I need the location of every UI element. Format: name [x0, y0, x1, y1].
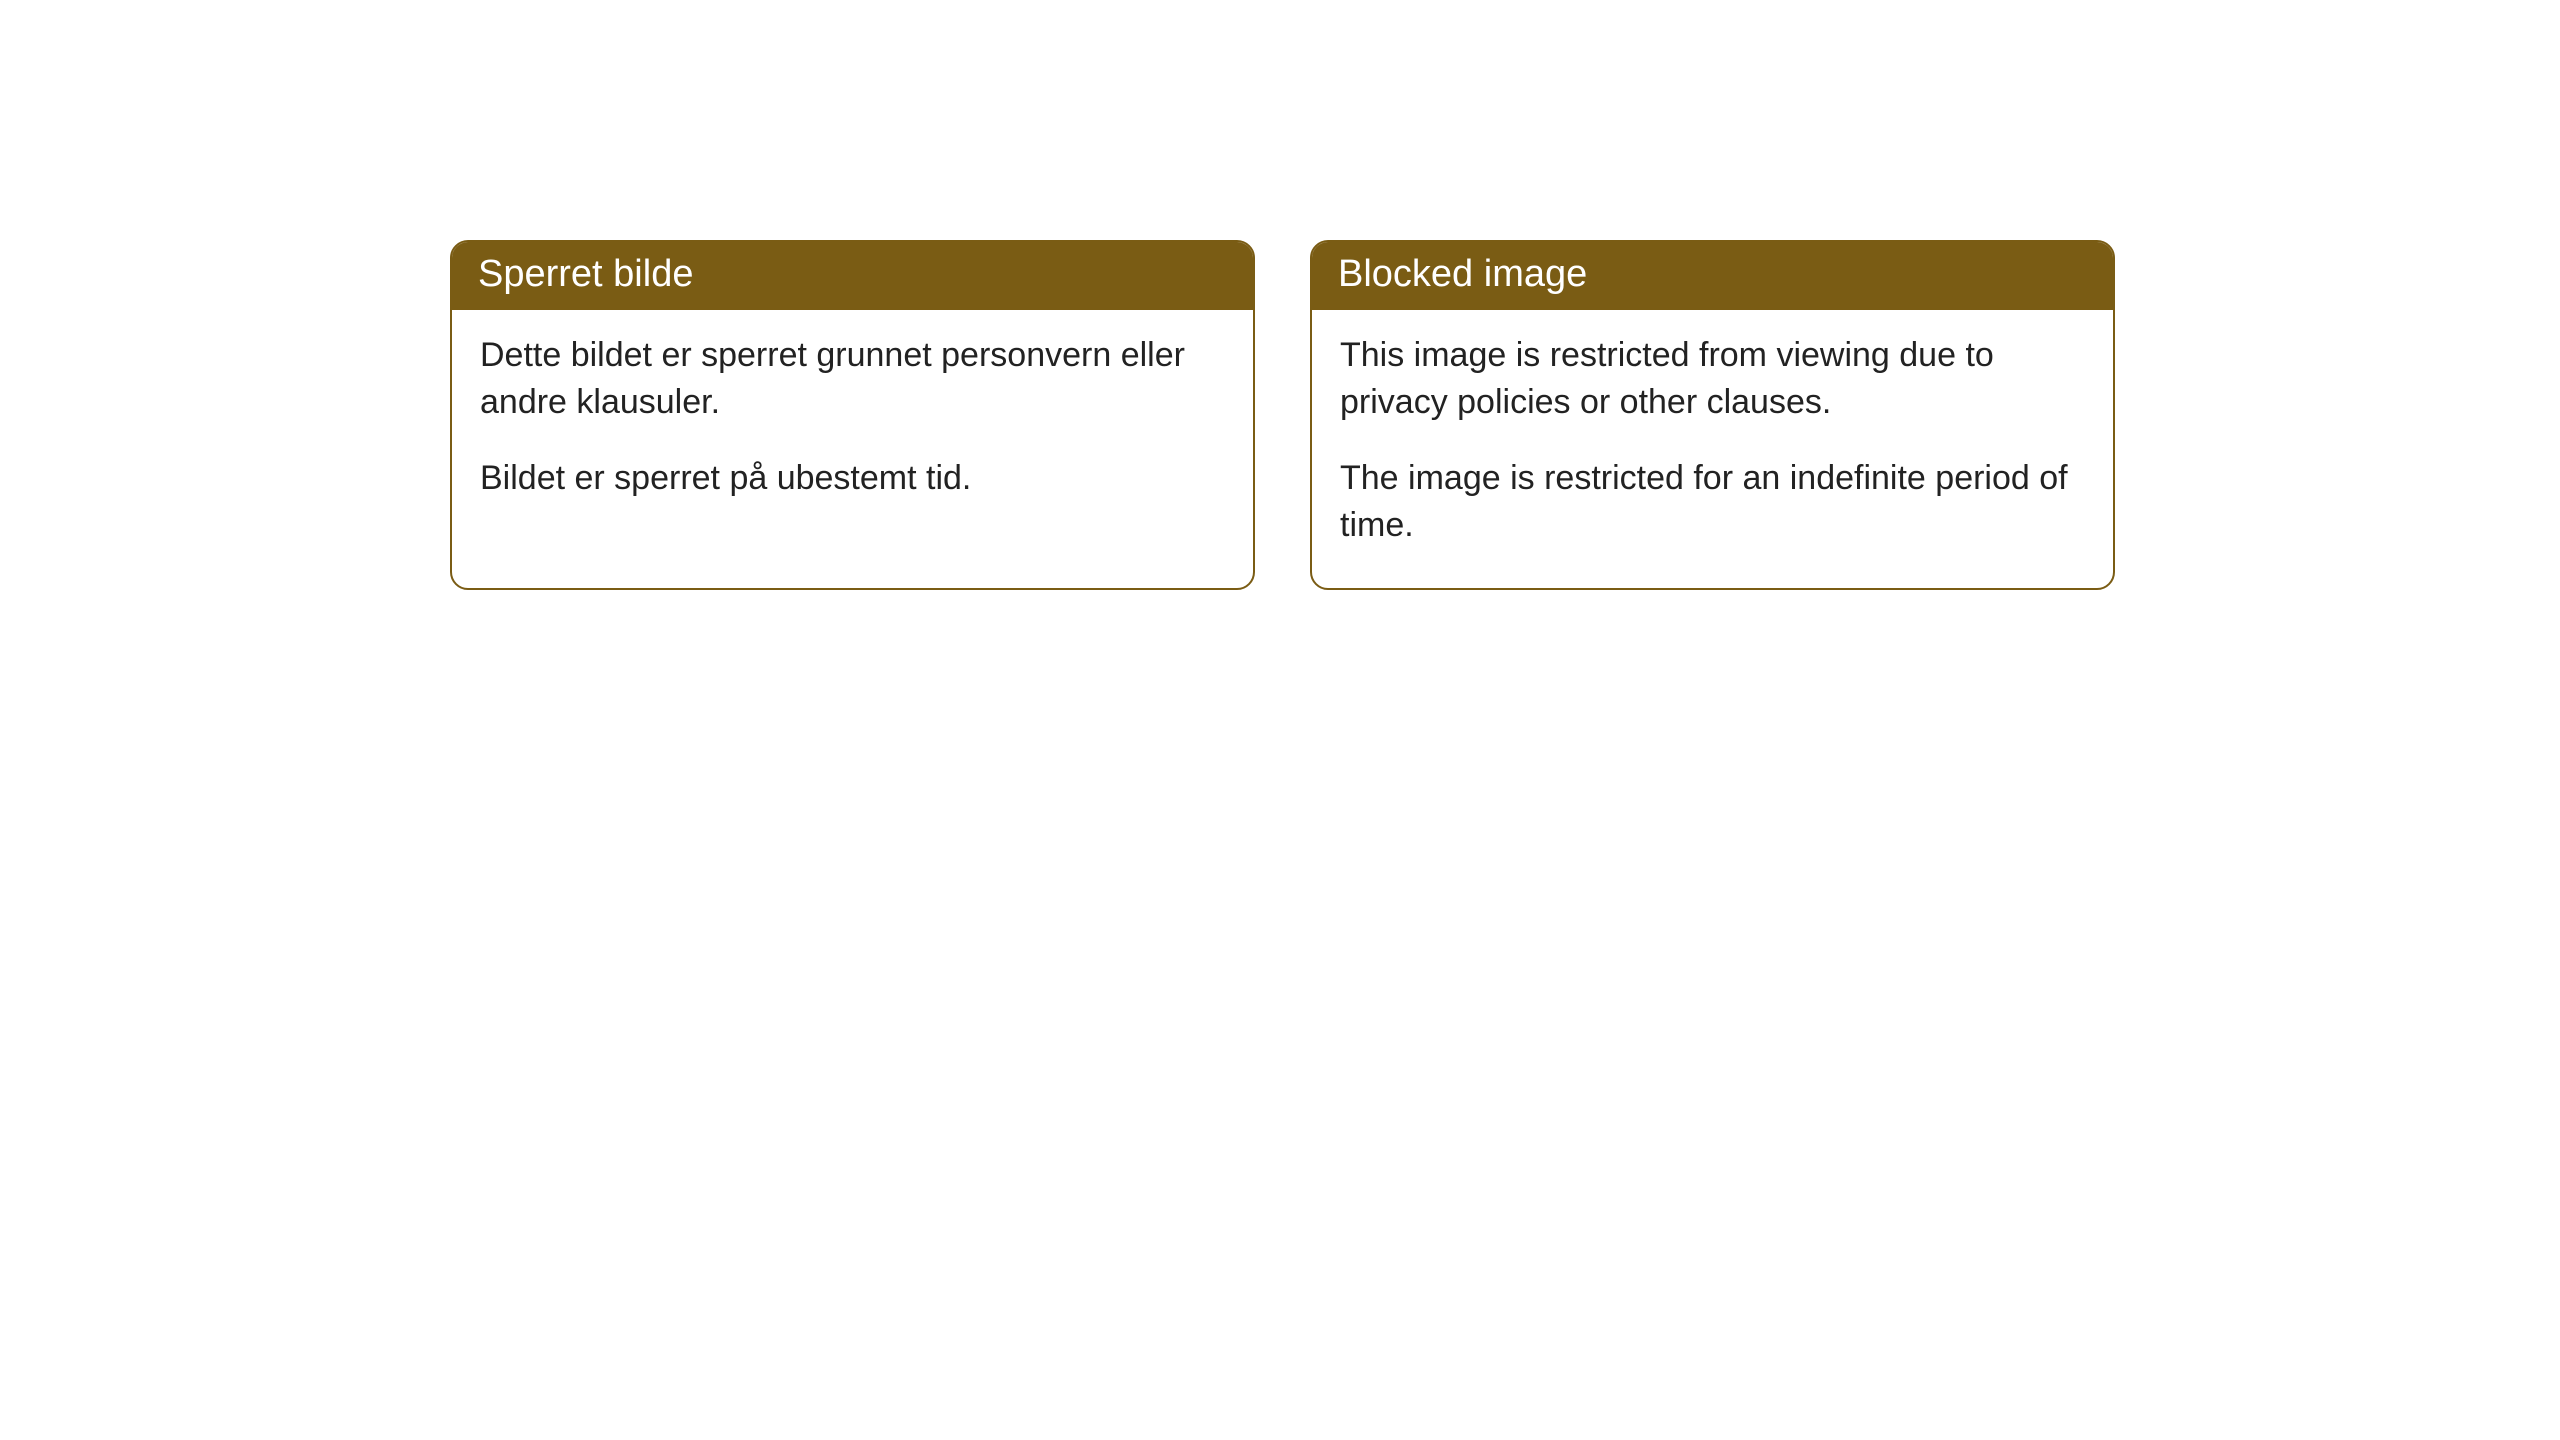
card-paragraph: Bildet er sperret på ubestemt tid. — [480, 455, 1225, 503]
card-paragraph: The image is restricted for an indefinit… — [1340, 455, 2085, 550]
card-paragraph: Dette bildet er sperret grunnet personve… — [480, 332, 1225, 427]
card-header: Blocked image — [1312, 242, 2113, 310]
card-paragraph: This image is restricted from viewing du… — [1340, 332, 2085, 427]
notice-cards-container: Sperret bilde Dette bildet er sperret gr… — [450, 240, 2115, 590]
card-title: Sperret bilde — [478, 253, 693, 295]
card-body: Dette bildet er sperret grunnet personve… — [452, 310, 1253, 541]
notice-card-norwegian: Sperret bilde Dette bildet er sperret gr… — [450, 240, 1255, 590]
card-header: Sperret bilde — [452, 242, 1253, 310]
card-title: Blocked image — [1338, 253, 1587, 295]
notice-card-english: Blocked image This image is restricted f… — [1310, 240, 2115, 590]
card-body: This image is restricted from viewing du… — [1312, 310, 2113, 588]
